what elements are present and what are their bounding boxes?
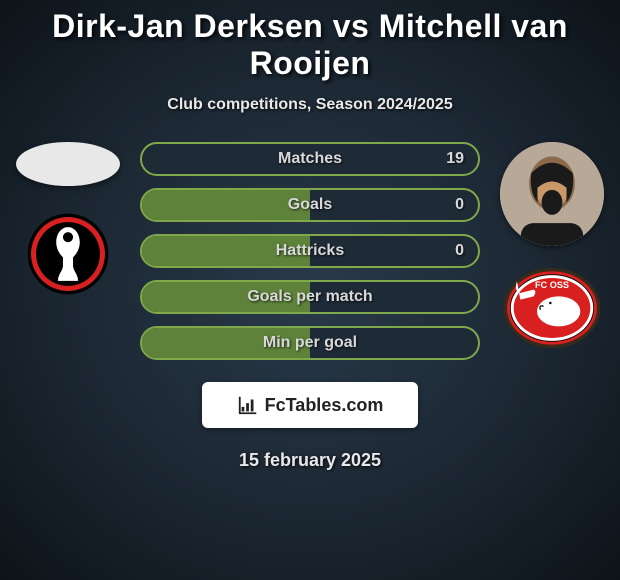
date-label: 15 february 2025 (0, 450, 620, 471)
left-club-badge (18, 212, 118, 296)
left-player-column (8, 142, 128, 296)
stat-bar: Goals 0 (140, 188, 480, 222)
right-player-avatar (500, 142, 604, 246)
stat-bar: Goals per match (140, 280, 480, 314)
page-title: Dirk-Jan Derksen vs Mitchell van Rooijen (0, 0, 620, 82)
stat-bar: Matches 19 (140, 142, 480, 176)
svg-text:FC OSS: FC OSS (535, 280, 569, 290)
site-label: FcTables.com (265, 395, 384, 416)
stat-bar-right-value: 0 (455, 196, 464, 214)
stat-bar-fill (142, 190, 310, 220)
right-player-column: FC OSS (492, 142, 612, 350)
stat-bar-label: Goals (288, 196, 332, 214)
helmond-badge-icon (26, 212, 110, 296)
stat-bar-label: Goals per match (247, 288, 372, 306)
stat-bar-right-value: 0 (455, 242, 464, 260)
stat-bar-label: Min per goal (263, 334, 357, 352)
site-badge[interactable]: FcTables.com (202, 382, 418, 428)
stat-bar-label: Hattricks (276, 242, 344, 260)
stat-bar-label: Matches (278, 150, 342, 168)
player-avatar-icon (500, 142, 604, 246)
stat-bar: Hattricks 0 (140, 234, 480, 268)
stat-bar-right-value: 19 (446, 150, 464, 168)
subtitle: Club competitions, Season 2024/2025 (0, 96, 620, 114)
left-player-avatar (16, 142, 120, 186)
barchart-icon (237, 394, 259, 416)
stat-bars: Matches 19 Goals 0 Hattricks 0 Goals per match… (140, 142, 480, 360)
comparison-panel: FC OSS Matches 19 Goals 0 Hattricks 0 Goals pe… (0, 142, 620, 360)
stat-bar: Min per goal (140, 326, 480, 360)
right-club-badge: FC OSS (502, 266, 602, 350)
fcoss-badge-icon: FC OSS (502, 266, 602, 350)
